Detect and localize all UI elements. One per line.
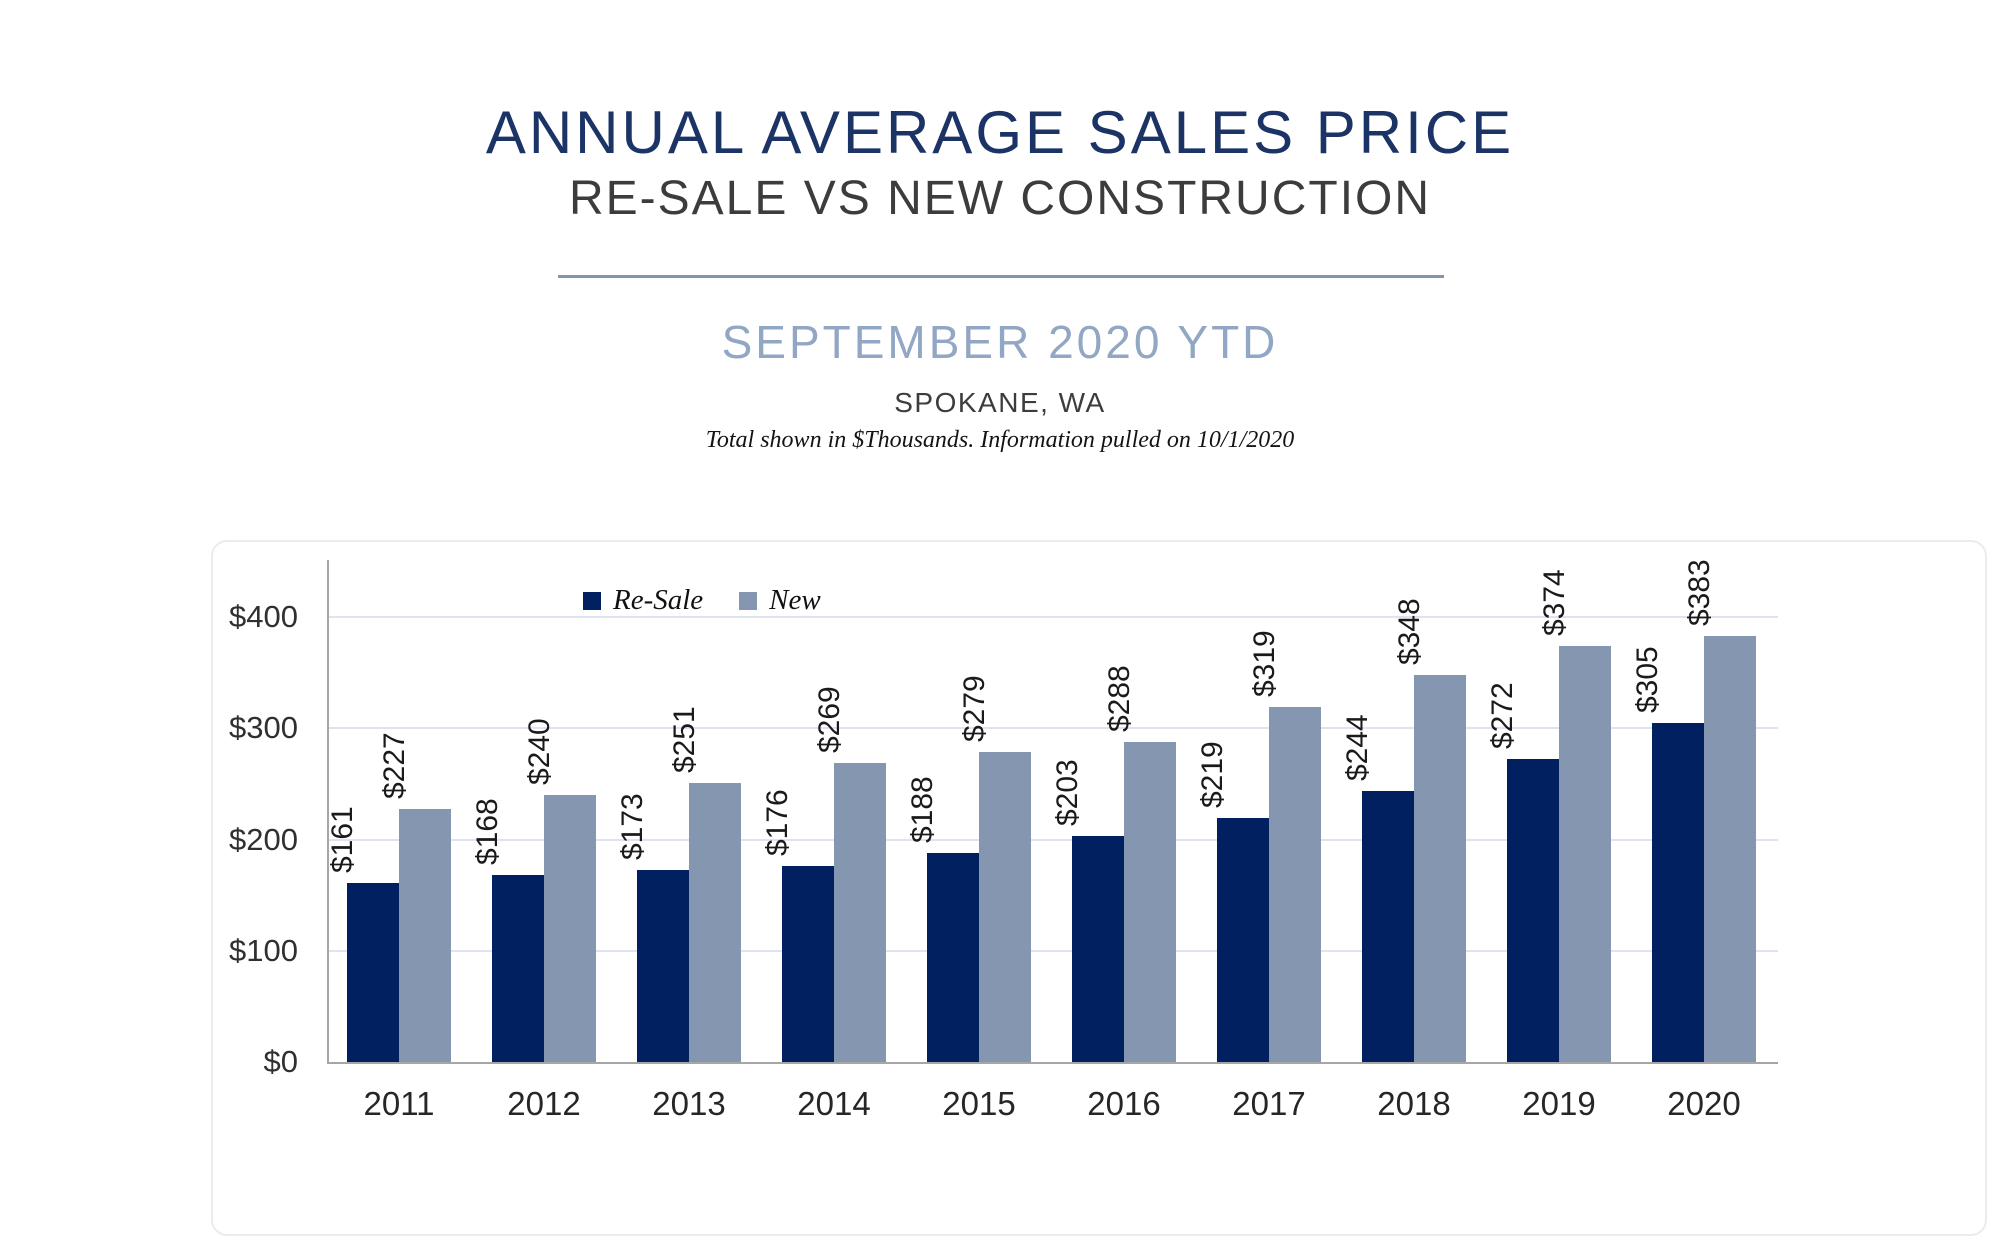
y-tick-400: $400 [229, 599, 298, 634]
bar-new-2016 [1124, 741, 1176, 1062]
legend-swatch-new-icon [739, 591, 758, 610]
bar-new-2011 [399, 809, 451, 1062]
bar-resale-2016 [1072, 836, 1124, 1062]
x-tick-2020: 2020 [1667, 1085, 1741, 1122]
bar-label-new-2011: $227 [378, 732, 411, 800]
x-tick-2015: 2015 [942, 1085, 1016, 1122]
gridline-300 [329, 727, 1778, 730]
y-tick-300: $300 [229, 710, 298, 746]
title-divider-line [558, 275, 1444, 278]
bar-label-resale-2016: $203 [1051, 759, 1084, 827]
y-tick-100: $100 [229, 932, 298, 968]
bar-label-resale-2020: $305 [1631, 645, 1664, 713]
x-tick-2014: 2014 [797, 1085, 871, 1122]
bar-resale-2018 [1362, 790, 1414, 1062]
legend-item-new: New [739, 586, 821, 615]
bar-new-2012 [544, 795, 596, 1062]
page-title: ANNUAL AVERAGE SALES PRICE [485, 99, 1515, 166]
location-label: SPOKANE, WA [894, 387, 1106, 418]
bar-label-resale-2019: $272 [1486, 682, 1519, 750]
page-subtitle: RE-SALE VS NEW CONSTRUCTION [568, 172, 1432, 225]
bar-resale-2020 [1652, 722, 1704, 1062]
bar-resale-2012 [492, 875, 544, 1062]
bar-resale-2017 [1217, 818, 1269, 1062]
bar-label-resale-2011: $161 [326, 806, 359, 873]
bar-resale-2014 [782, 866, 834, 1062]
x-tick-2017: 2017 [1232, 1085, 1306, 1122]
bar-label-new-2016: $288 [1103, 664, 1136, 732]
bar-label-resale-2018: $244 [1341, 713, 1374, 781]
bar-new-2015 [979, 751, 1031, 1062]
bar-resale-2013 [637, 869, 689, 1062]
x-tick-2019: 2019 [1522, 1085, 1596, 1122]
bar-new-2017 [1269, 707, 1321, 1062]
bar-label-new-2013: $251 [668, 706, 701, 773]
x-tick-2016: 2016 [1087, 1085, 1161, 1122]
legend-label-resale: Re-Sale [613, 584, 704, 616]
bar-resale-2015 [927, 852, 979, 1062]
bar-label-new-2017: $319 [1248, 630, 1281, 698]
footnote: Total shown in $Thousands. Information p… [705, 427, 1295, 453]
chart-legend: Re-Sale New [583, 586, 821, 615]
x-axis-line [327, 1062, 1778, 1064]
bar-resale-2019 [1507, 759, 1559, 1062]
bar-new-2019 [1559, 645, 1611, 1062]
bar-label-resale-2014: $176 [761, 789, 794, 857]
gridline-100 [329, 949, 1778, 952]
bar-label-resale-2012: $168 [471, 798, 504, 866]
bar-new-2013 [689, 782, 741, 1062]
bar-label-new-2014: $269 [813, 685, 846, 753]
y-axis-line [327, 560, 329, 1064]
legend-item-resale: Re-Sale [583, 586, 703, 615]
x-tick-2012: 2012 [507, 1085, 581, 1122]
x-tick-2011: 2011 [363, 1085, 435, 1122]
period-title: SEPTEMBER 2020 YTD [721, 316, 1279, 368]
bar-label-new-2019: $374 [1538, 569, 1571, 636]
bar-label-resale-2013: $173 [616, 792, 649, 860]
legend-label-new: New [769, 584, 821, 616]
bar-new-2020 [1704, 635, 1756, 1062]
bar-label-new-2012: $240 [523, 718, 556, 785]
legend-swatch-resale-icon [583, 591, 601, 610]
bar-label-new-2020: $383 [1683, 559, 1716, 626]
x-tick-2013: 2013 [652, 1085, 726, 1122]
x-tick-2018: 2018 [1377, 1085, 1451, 1122]
bar-new-2014 [834, 762, 886, 1062]
bar-new-2018 [1414, 674, 1466, 1062]
bar-label-resale-2017: $219 [1196, 741, 1229, 809]
gridline-200 [329, 838, 1778, 841]
bar-label-new-2015: $279 [958, 674, 991, 742]
gridline-400 [329, 616, 1778, 618]
bar-label-resale-2015: $188 [906, 776, 939, 843]
bar-resale-2011 [347, 882, 399, 1062]
bar-label-new-2018: $348 [1393, 598, 1426, 665]
y-tick-200: $200 [229, 821, 298, 857]
y-tick-0: $0 [263, 1044, 298, 1079]
